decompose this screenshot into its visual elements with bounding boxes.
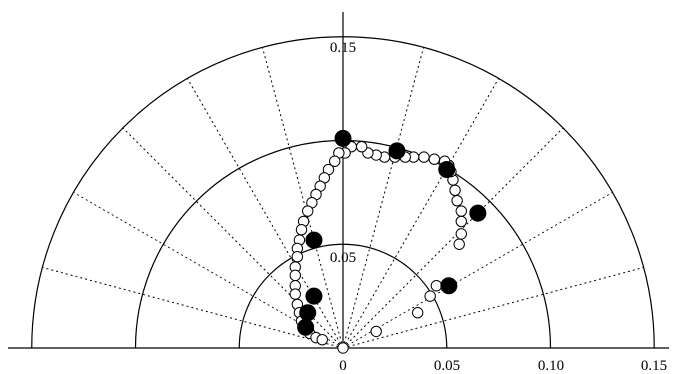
open-data-point bbox=[295, 224, 308, 236]
open-data-point bbox=[355, 141, 368, 153]
open-data-point bbox=[449, 184, 461, 197]
radial-spoke bbox=[342, 78, 500, 349]
open-data-point bbox=[329, 155, 341, 167]
open-data-point bbox=[289, 269, 301, 282]
open-data-point bbox=[428, 153, 440, 165]
filled-data-point bbox=[438, 161, 456, 179]
open-data-point bbox=[453, 238, 465, 250]
radial-spoke bbox=[342, 266, 644, 349]
y-tick-label: 0.05 bbox=[330, 250, 356, 266]
x-tick-label: 0.15 bbox=[641, 358, 667, 374]
open-data-point bbox=[451, 194, 463, 207]
open-data-point bbox=[337, 342, 349, 354]
open-data-point bbox=[289, 288, 301, 300]
filled-data-point bbox=[440, 277, 458, 295]
open-data-point bbox=[455, 205, 467, 217]
tick-labels: 0 0.05 0.10 0.15 0.05 0.15 bbox=[330, 40, 667, 374]
x-tick-label: 0 bbox=[339, 358, 347, 374]
filled-data-point bbox=[334, 129, 352, 147]
open-data-point bbox=[316, 334, 328, 346]
filled-data-point bbox=[469, 204, 487, 222]
filled-data-point bbox=[388, 142, 406, 160]
data-points bbox=[289, 129, 487, 354]
axes bbox=[8, 12, 669, 349]
x-tick-label: 0.10 bbox=[538, 358, 564, 374]
open-data-point bbox=[370, 325, 382, 338]
open-data-point bbox=[418, 151, 430, 163]
radial-spoke bbox=[261, 47, 344, 349]
filled-data-point bbox=[297, 318, 315, 336]
open-data-point bbox=[424, 290, 436, 302]
radial-spoke bbox=[342, 191, 613, 349]
filled-data-point bbox=[305, 287, 323, 305]
open-data-point bbox=[302, 205, 314, 217]
x-tick-label: 0.05 bbox=[434, 358, 460, 374]
open-data-point bbox=[291, 251, 304, 263]
y-tick-label: 0.15 bbox=[330, 40, 356, 56]
open-data-point bbox=[455, 215, 467, 228]
radial-spoke bbox=[342, 47, 425, 349]
radial-spoke bbox=[342, 127, 564, 349]
radial-spoke bbox=[186, 78, 344, 349]
filled-data-point bbox=[299, 304, 317, 322]
filled-data-point bbox=[305, 231, 323, 249]
open-data-point bbox=[412, 307, 424, 319]
open-data-point bbox=[430, 280, 443, 292]
open-data-point bbox=[455, 228, 467, 240]
radial-spoke bbox=[42, 266, 344, 349]
